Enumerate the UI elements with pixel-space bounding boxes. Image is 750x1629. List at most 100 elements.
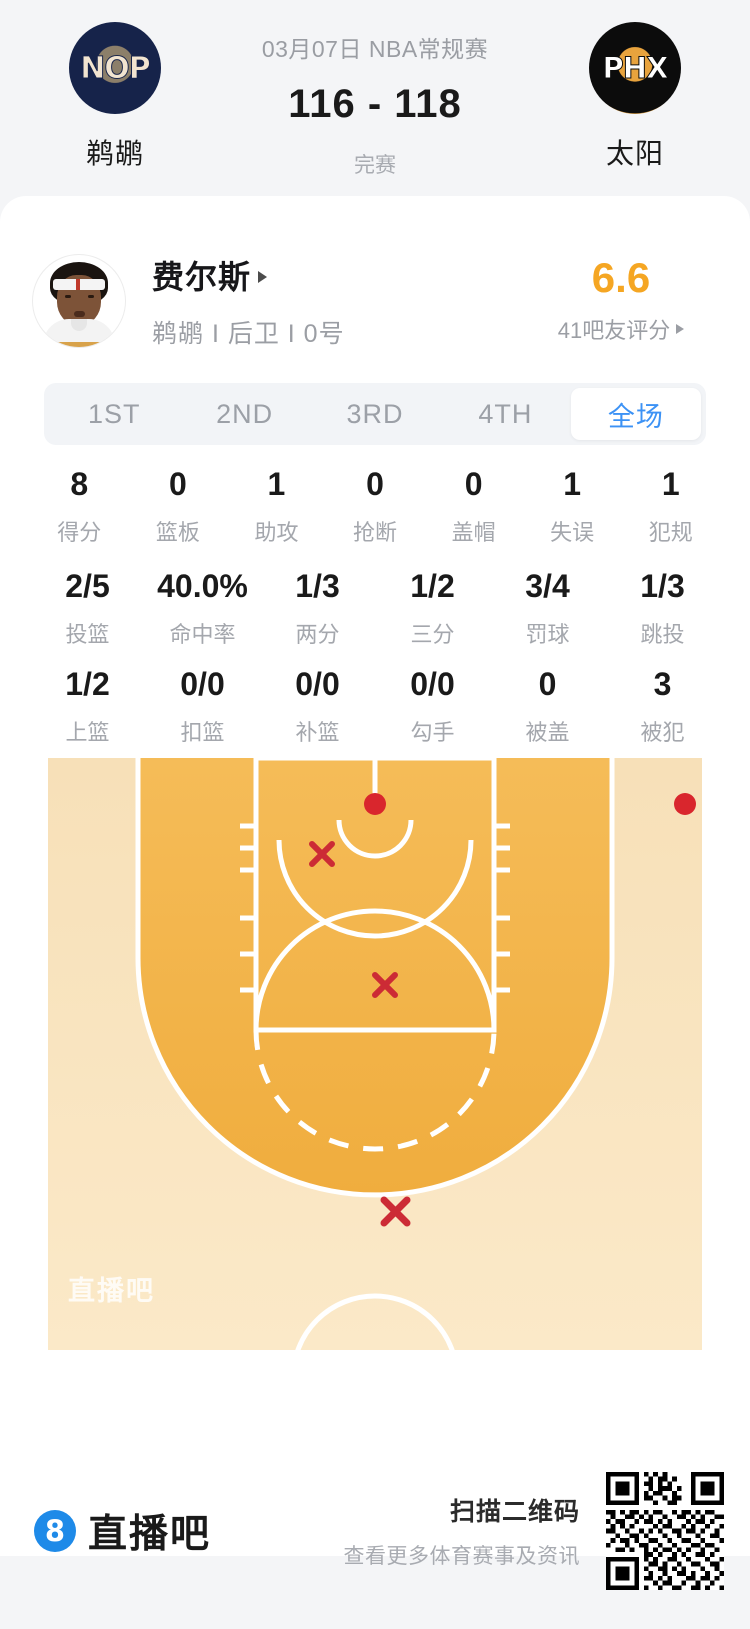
shot-marker-miss[interactable] bbox=[380, 1196, 411, 1227]
brand-name: 直播吧 bbox=[88, 1513, 212, 1556]
shot-chart-court[interactable]: 直播吧 bbox=[48, 758, 702, 1350]
stat-rebounds: 0 篮板 bbox=[129, 466, 228, 547]
stat-label: 跳投 bbox=[640, 622, 685, 647]
player-info: 费尔斯 鹈鹕 I 后卫 I 0号 bbox=[152, 252, 506, 350]
court-svg bbox=[48, 758, 702, 1350]
stat-label: 上篮 bbox=[65, 720, 110, 745]
player-rating[interactable]: 6.6 41吧友评分 bbox=[506, 257, 750, 345]
qr-title: 扫描二维码 bbox=[449, 1498, 580, 1526]
match-meta: 03月07日 NBA常规赛 bbox=[261, 36, 489, 62]
stat-value: 0 bbox=[464, 466, 483, 502]
qr-code-icon[interactable] bbox=[606, 1472, 724, 1590]
stat-value: 3 bbox=[653, 666, 672, 702]
home-team-name: 鹈鹕 bbox=[85, 138, 144, 169]
tab-full-game[interactable]: 全场 bbox=[570, 388, 702, 440]
player-team-position-number: 鹈鹕 I 后卫 I 0号 bbox=[152, 320, 345, 348]
match-status: 完赛 bbox=[354, 154, 396, 177]
brand-logo[interactable]: 8 直播吧 bbox=[34, 1503, 211, 1559]
stat-label: 勾手 bbox=[410, 720, 455, 745]
lane-hash-marks-right bbox=[494, 823, 510, 993]
stat-label: 失误 bbox=[550, 520, 595, 545]
home-team-logo-icon: NOP bbox=[69, 22, 161, 114]
stat-label: 抢断 bbox=[353, 520, 398, 545]
home-team[interactable]: NOP 鹈鹕 bbox=[0, 0, 230, 172]
shot-marker-miss[interactable] bbox=[372, 972, 398, 998]
stat-label: 罚球 bbox=[525, 622, 570, 647]
away-team[interactable]: PHX 太阳 bbox=[520, 0, 750, 172]
stat-three-pointers: 1/2 三分 bbox=[375, 568, 490, 649]
inner-key-arc bbox=[276, 839, 474, 939]
stat-value: 1/3 bbox=[640, 568, 685, 604]
stat-value: 0/0 bbox=[180, 666, 225, 702]
free-throw-circle-dashed bbox=[253, 1029, 497, 1152]
stat-two-pointers: 1/3 两分 bbox=[260, 568, 375, 649]
avatar-eye-right bbox=[88, 295, 94, 298]
player-avatar bbox=[32, 254, 126, 348]
restricted-area-arc bbox=[336, 819, 414, 859]
center-circle bbox=[295, 1293, 455, 1350]
shot-marker-made[interactable] bbox=[364, 793, 386, 815]
stat-value: 1 bbox=[267, 466, 286, 502]
stat-value: 2/5 bbox=[65, 568, 110, 604]
stat-label: 得分 bbox=[57, 520, 102, 545]
shot-marker-miss[interactable] bbox=[309, 841, 335, 867]
away-team-logo-icon: PHX bbox=[589, 22, 681, 114]
stat-free-throws: 3/4 罚球 bbox=[490, 568, 605, 649]
brand-badge-icon: 8 bbox=[34, 1510, 76, 1552]
stat-label: 篮板 bbox=[155, 520, 200, 545]
match-summary: 03月07日 NBA常规赛 116 - 118 完赛 bbox=[230, 0, 520, 179]
stat-label: 被盖 bbox=[525, 720, 570, 745]
stat-label: 两分 bbox=[295, 622, 340, 647]
free-throw-circle-solid bbox=[253, 908, 497, 1031]
stat-value: 3/4 bbox=[525, 568, 570, 604]
stat-row-basic: 8 得分 0 篮板 1 助攻 0 抢断 0 盖帽 1 失误 bbox=[30, 466, 720, 547]
player-header: 费尔斯 鹈鹕 I 后卫 I 0号 6.6 41吧友评分 bbox=[0, 241, 750, 361]
player-name-line[interactable]: 费尔斯 bbox=[152, 252, 506, 298]
chevron-right-small-icon[interactable] bbox=[676, 324, 685, 334]
stat-label: 三分 bbox=[410, 622, 455, 647]
stat-dunks: 0/0 扣篮 bbox=[145, 666, 260, 747]
stat-label: 补篮 bbox=[295, 720, 340, 745]
court-watermark: 直播吧 bbox=[68, 1276, 155, 1306]
stat-row-shot-types: 1/2 上篮 0/0 扣篮 0/0 补篮 0/0 勾手 0 被盖 3 被犯 bbox=[30, 666, 720, 747]
stat-turnovers: 1 失误 bbox=[523, 466, 622, 547]
stat-blocks: 0 盖帽 bbox=[424, 466, 523, 547]
tab-4th[interactable]: 4TH bbox=[478, 398, 533, 429]
stat-value: 0 bbox=[366, 466, 384, 502]
stat-layups: 1/2 上篮 bbox=[30, 666, 145, 747]
away-team-name: 太阳 bbox=[605, 138, 664, 169]
stat-value: 0/0 bbox=[295, 666, 340, 702]
period-tabs: 1ST 2ND 3RD 4TH 全场 bbox=[44, 383, 706, 445]
stat-fouls: 1 犯规 bbox=[621, 466, 720, 547]
stat-label: 助攻 bbox=[254, 520, 299, 545]
rating-value: 6.6 bbox=[591, 254, 651, 301]
stat-value: 8 bbox=[70, 466, 89, 502]
qr-section[interactable]: 扫描二维码 查看更多体育赛事及资讯 bbox=[343, 1472, 724, 1590]
stat-fouls-drawn: 3 被犯 bbox=[605, 666, 720, 747]
stat-value: 0 bbox=[538, 666, 557, 702]
qr-subtitle: 查看更多体育赛事及资讯 bbox=[343, 1545, 580, 1568]
tab-3rd[interactable]: 3RD bbox=[346, 398, 404, 429]
player-name: 费尔斯 bbox=[152, 259, 252, 295]
stat-value: 0/0 bbox=[410, 666, 455, 702]
rating-label-line[interactable]: 41吧友评分 bbox=[506, 313, 736, 345]
stat-fg-percentage: 40.0% 命中率 bbox=[145, 568, 260, 649]
three-point-line bbox=[135, 758, 615, 1198]
stat-label: 扣篮 bbox=[180, 720, 225, 745]
avatar-jersey bbox=[43, 319, 115, 347]
chevron-right-icon[interactable] bbox=[258, 271, 268, 283]
stat-label: 犯规 bbox=[648, 520, 693, 545]
rating-label: 41吧友评分 bbox=[557, 318, 671, 343]
tab-1st[interactable]: 1ST bbox=[87, 398, 141, 429]
avatar-eye-left bbox=[65, 295, 71, 298]
stat-label: 被犯 bbox=[640, 720, 685, 745]
stat-row-shooting: 2/5 投篮 40.0% 命中率 1/3 两分 1/2 三分 3/4 罚球 1/… bbox=[30, 568, 720, 649]
shot-marker-made[interactable] bbox=[674, 793, 696, 815]
stat-putbacks: 0/0 补篮 bbox=[260, 666, 375, 747]
stat-assists: 1 助攻 bbox=[227, 466, 326, 547]
tab-2nd[interactable]: 2ND bbox=[216, 398, 274, 429]
stat-blocked-shots: 0 被盖 bbox=[490, 666, 605, 747]
match-score: 116 - 118 bbox=[288, 82, 462, 126]
avatar-headband bbox=[53, 279, 105, 290]
stat-label: 投篮 bbox=[65, 622, 110, 647]
